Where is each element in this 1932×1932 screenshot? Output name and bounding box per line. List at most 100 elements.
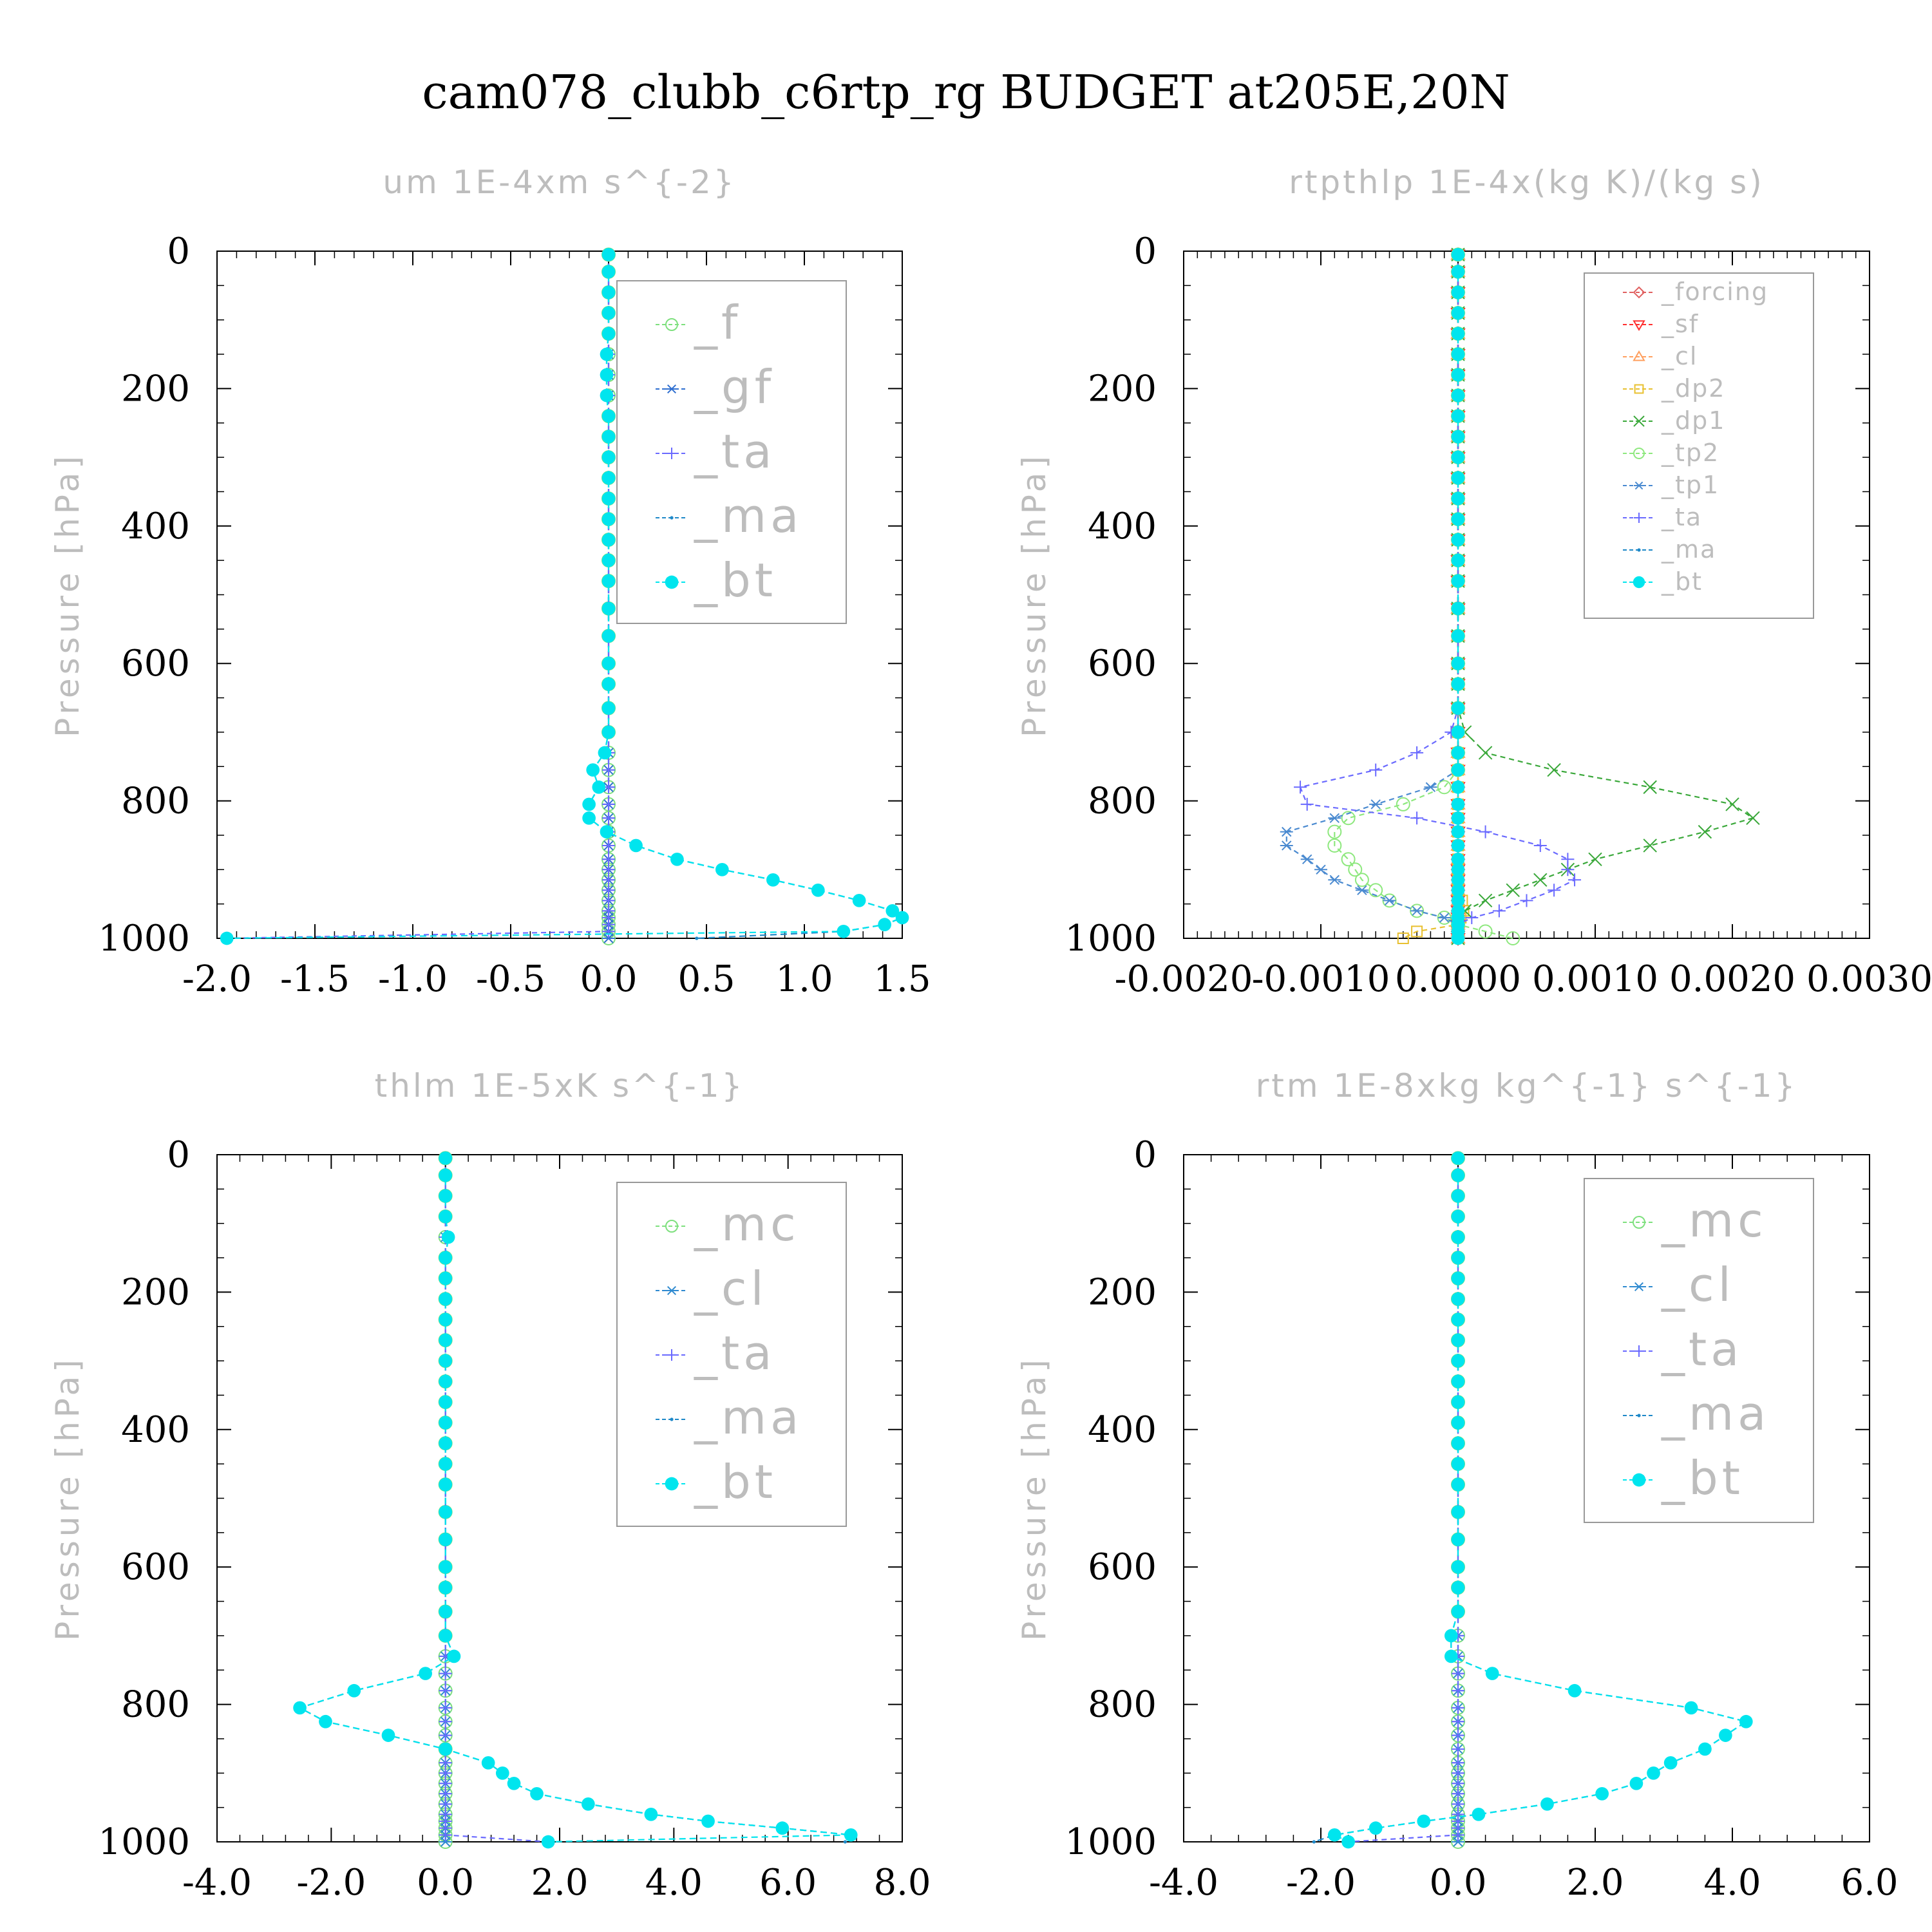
- data-point: [601, 533, 616, 547]
- legend-label: _bt: [694, 1455, 777, 1509]
- x-tick-label: -2.0: [296, 1862, 366, 1904]
- data-point: [1451, 1395, 1465, 1409]
- data-point: [600, 388, 614, 402]
- data-point: [439, 1374, 453, 1388]
- x-tick-label: 0.0000: [1395, 958, 1521, 1000]
- legend-marker: [666, 1349, 677, 1361]
- legend-marker: [670, 1417, 674, 1421]
- y-tick-label: 0: [167, 1134, 190, 1176]
- data-point: [1451, 931, 1465, 945]
- series-dp1: [1451, 247, 1760, 945]
- data-point: [602, 838, 615, 852]
- x-tick-label: 1.5: [873, 958, 931, 1000]
- legend-box: [616, 280, 847, 624]
- legend-label: _ma: [1661, 535, 1716, 564]
- x-tick-label: 0.0: [580, 958, 637, 1000]
- data-point: [1451, 656, 1465, 670]
- x-axis: -0.0020-0.0010 0.0000 0.0010 0.0020 0.0030: [1115, 251, 1932, 1000]
- data-point: [1506, 931, 1520, 945]
- data-point: [1383, 895, 1396, 906]
- data-point: [766, 873, 780, 887]
- data-point: [701, 1814, 715, 1828]
- data-point: [670, 852, 684, 866]
- series-line: [1348, 1158, 1459, 1843]
- data-point: [1300, 854, 1314, 865]
- data-point: [1506, 883, 1520, 898]
- data-point: [1368, 1821, 1383, 1835]
- legend-label: _bt: [694, 553, 777, 607]
- data-point: [1451, 1436, 1465, 1450]
- figure-title: cam078_clubb_c6rtp_rg BUDGET at205E,20N: [422, 65, 1510, 119]
- data-point: [1520, 894, 1533, 907]
- data-point: [1451, 1477, 1465, 1492]
- data-point: [1451, 1230, 1465, 1244]
- legend-entry: _ma: [1623, 535, 1716, 564]
- data-point: [1451, 306, 1465, 320]
- data-point: [1451, 1533, 1465, 1546]
- x-tick-label: -4.0: [182, 1862, 252, 1904]
- data-point: [1472, 1807, 1486, 1821]
- data-point: [1280, 826, 1293, 837]
- legend-marker: [666, 1285, 677, 1296]
- data-point: [1452, 1684, 1464, 1698]
- x-tick-label: -1.5: [280, 958, 350, 1000]
- x-tick-label: 0.0030: [1806, 958, 1932, 1000]
- data-point: [1452, 1828, 1464, 1842]
- y-tick-label: 1000: [98, 1821, 190, 1863]
- legend: _f _gf _ta _ma _bt: [616, 280, 847, 624]
- data-point: [439, 1395, 453, 1409]
- data-point: [441, 1230, 455, 1244]
- legend-label: _bt: [1661, 567, 1703, 596]
- data-point: [439, 1436, 453, 1450]
- legend-label: _ma: [1661, 1387, 1770, 1441]
- data-point: [1451, 725, 1465, 739]
- data-point: [601, 601, 616, 616]
- legend-entry: _ma: [1623, 1387, 1770, 1441]
- y-tick-label: 600: [1088, 643, 1157, 685]
- data-point: [1369, 799, 1383, 810]
- data-point: [1451, 430, 1465, 444]
- legend-marker: [1632, 1473, 1646, 1487]
- x-tick-label: 0.0: [417, 1862, 474, 1904]
- series-group: [1280, 247, 1760, 946]
- y-tick-label: 200: [121, 368, 190, 410]
- legend-entry: _ta: [656, 424, 775, 478]
- data-point: [1478, 746, 1493, 760]
- x-tick-label: 4.0: [645, 1862, 703, 1904]
- data-point: [1327, 838, 1342, 853]
- y-axis: 0 200 400 600 800 1000: [98, 231, 902, 960]
- legend-entry: _gf: [656, 360, 771, 414]
- data-point: [1451, 450, 1465, 464]
- data-point: [1452, 1701, 1464, 1714]
- legend-label: _bt: [1661, 1451, 1744, 1505]
- data-point: [601, 725, 616, 739]
- data-point: [601, 265, 616, 279]
- y-tick-label: 200: [1088, 368, 1157, 410]
- data-point: [1451, 883, 1465, 897]
- data-point: [1595, 1786, 1609, 1801]
- data-point: [439, 1701, 452, 1714]
- x-axis: -2.0 -1.5 -1.0 -0.5 0.0 0.5 1.0 1.5: [182, 251, 931, 1000]
- data-point: [439, 1209, 453, 1224]
- series-ta: [439, 1151, 555, 1848]
- legend-entry: _bt: [1623, 567, 1703, 596]
- y-tick-label: 600: [1088, 1546, 1157, 1588]
- legend-label: _ta: [694, 424, 775, 478]
- legend-entry: _bt: [1623, 1451, 1744, 1505]
- y-tick-label: 0: [167, 231, 190, 272]
- legend-marker: [670, 516, 674, 520]
- legend-marker: [1633, 1282, 1645, 1292]
- legend-marker: [666, 448, 677, 459]
- y-tick-label: 200: [121, 1271, 190, 1313]
- data-point: [220, 931, 234, 945]
- series-bt: [293, 1151, 858, 1849]
- data-point: [1746, 811, 1760, 825]
- data-point: [439, 1251, 453, 1265]
- data-point: [1451, 1168, 1465, 1182]
- legend-marker: [1633, 1345, 1645, 1357]
- data-point: [1567, 1683, 1582, 1698]
- data-point: [319, 1714, 332, 1728]
- legend-label: _cl: [1661, 342, 1698, 370]
- legend-marker: [1634, 481, 1644, 490]
- data-point: [1568, 873, 1582, 887]
